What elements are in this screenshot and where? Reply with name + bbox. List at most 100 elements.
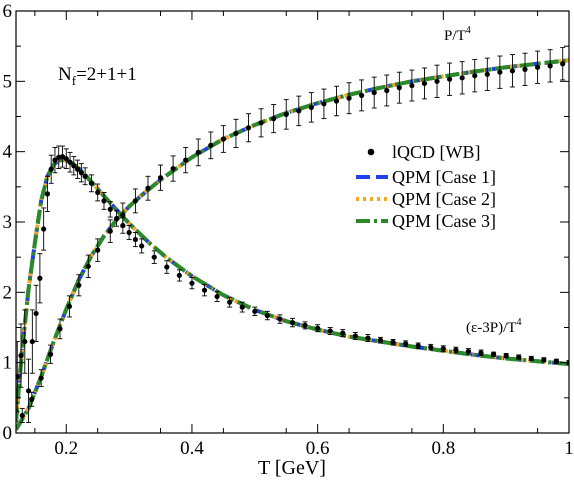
lqcd-data-point xyxy=(252,308,258,314)
lqcd-data-point xyxy=(315,325,321,331)
lqcd-data-point xyxy=(157,175,164,181)
lqcd-data-point xyxy=(88,180,95,186)
lqcd-data-point xyxy=(308,104,314,110)
lqcd-data-point xyxy=(440,346,446,352)
lqcd-data-point xyxy=(25,388,32,394)
lqcd-data-point xyxy=(37,275,43,281)
lqcd-data-point xyxy=(352,333,358,339)
lqcd-data-point xyxy=(434,78,440,84)
lqcd-data-point xyxy=(67,159,73,165)
x-tick-label: 0.4 xyxy=(180,438,204,459)
y-tick-label: 5 xyxy=(3,71,13,92)
lqcd-data-point xyxy=(120,212,126,218)
lqcd-data-point xyxy=(522,66,528,72)
lqcd-data-point xyxy=(258,120,264,126)
lqcd-data-point xyxy=(377,337,384,343)
lqcd-data-point xyxy=(371,89,377,96)
lqcd-data-point xyxy=(465,348,472,355)
lqcd-data-point xyxy=(66,303,73,309)
lqcd-data-point xyxy=(95,247,101,253)
lqcd-data-point xyxy=(220,136,226,142)
y-tick-label: 6 xyxy=(3,1,13,22)
y-tick-label: 1 xyxy=(3,353,13,374)
legend-label-case3: QPM [Case 3] xyxy=(392,211,496,231)
lqcd-data-point xyxy=(277,316,283,322)
lqcd-data-point xyxy=(120,222,126,229)
lqcd-data-point xyxy=(170,165,176,172)
lqcd-data-point xyxy=(48,166,54,172)
lqcd-data-point xyxy=(553,358,560,364)
lqcd-data-point xyxy=(101,198,107,204)
legend: lQCD [WB] QPM [Case 1] QPM [Case 2] QPM … xyxy=(356,142,496,231)
x-axis-label: T [GeV] xyxy=(258,457,326,479)
lqcd-data-point xyxy=(176,272,182,279)
y-tick-label: 4 xyxy=(3,142,13,163)
lqcd-data-point xyxy=(195,149,201,155)
lqcd-data-point xyxy=(478,350,484,356)
pressure-annotation: P/T4 xyxy=(444,25,471,44)
y-tick-label: 2 xyxy=(3,282,13,303)
lqcd-data-point xyxy=(390,339,396,345)
lqcd-data-point xyxy=(503,353,509,359)
lqcd-data-point xyxy=(82,173,88,179)
trace-anomaly-annotation: (ε-3P)/T4 xyxy=(466,317,521,336)
lqcd-data-point xyxy=(283,111,289,117)
lqcd-data-point xyxy=(52,157,58,163)
lqcd-data-point xyxy=(484,71,490,77)
legend-entry-lqcd: lQCD [WB] xyxy=(367,142,481,162)
lqcd-data-point xyxy=(321,101,327,107)
legend-label-case1: QPM [Case 1] xyxy=(392,167,496,187)
lqcd-data-point xyxy=(208,142,214,148)
lqcd-data-point xyxy=(547,63,553,69)
lqcd-data-point xyxy=(164,264,170,270)
lqcd-data-point xyxy=(245,125,252,131)
lqcd-data-point xyxy=(95,189,101,196)
lqcd-data-point xyxy=(113,215,120,222)
lqcd-data-point xyxy=(421,80,428,87)
lqcd-data-point xyxy=(453,347,459,353)
lqcd-data-point xyxy=(333,98,340,104)
lqcd-data-point xyxy=(302,322,308,328)
lqcd-data-point xyxy=(85,263,91,269)
y-tick-label: 3 xyxy=(3,212,13,233)
lqcd-data-point xyxy=(447,76,453,82)
lqcd-data-point xyxy=(365,335,371,341)
lqcd-data-point xyxy=(509,68,516,74)
lqcd-data-point xyxy=(289,319,296,326)
lqcd-data-point xyxy=(227,299,233,305)
lqcd-data-point xyxy=(63,156,69,162)
lqcd-data-point xyxy=(132,236,138,243)
series-layer xyxy=(16,47,569,431)
legend-entry-case2: QPM [Case 2] xyxy=(356,189,496,209)
lqcd-data-point xyxy=(271,116,277,122)
lqcd-data-point xyxy=(201,287,208,293)
lqcd-data-point xyxy=(29,396,35,402)
qpm-case3-curve xyxy=(16,58,569,431)
lqcd-data-point xyxy=(534,64,541,70)
lqcd-data-point xyxy=(403,341,409,347)
x-tick-label: 0.8 xyxy=(431,438,455,459)
lqcd-data-point xyxy=(214,293,220,300)
lqcd-data-point xyxy=(126,229,132,236)
x-tick-label: 0.2 xyxy=(54,438,78,459)
lqcd-data-point xyxy=(428,344,434,350)
qpm-case3-curve xyxy=(16,158,569,423)
lqcd-data-point xyxy=(47,351,54,357)
lqcd-data-point xyxy=(71,163,77,169)
lqcd-data-point xyxy=(415,343,421,349)
lqcd-data-point xyxy=(78,170,84,176)
lqcd-data-point xyxy=(44,191,51,197)
flavor-annotation: Nf=2+1+1 xyxy=(58,64,137,88)
lqcd-data-point xyxy=(409,82,415,89)
lqcd-data-point xyxy=(497,69,503,75)
lqcd-data-point xyxy=(183,157,189,163)
legend-marker-lqcd xyxy=(367,148,375,156)
lqcd-data-point xyxy=(239,304,245,310)
lqcd-data-point xyxy=(22,338,28,345)
lqcd-data-point xyxy=(472,73,478,79)
x-tick-label: 0.6 xyxy=(306,438,330,459)
lqcd-data-point xyxy=(57,326,63,332)
lqcd-data-point xyxy=(16,374,20,380)
lqcd-data-point xyxy=(19,412,25,419)
